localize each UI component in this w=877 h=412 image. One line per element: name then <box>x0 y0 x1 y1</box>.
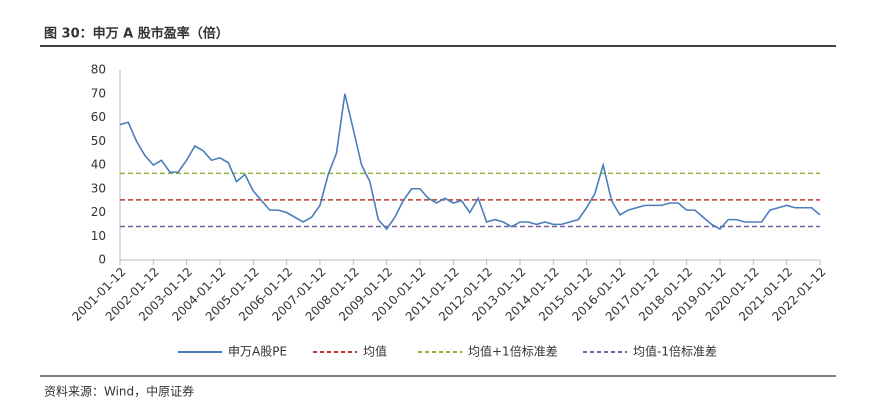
legend-label: 均值+1倍标准差 <box>468 344 558 359</box>
source: 资料来源：Wind，中原证券 <box>44 384 194 399</box>
legend-label: 均值 <box>363 344 387 359</box>
y-tick-label: 60 <box>91 110 106 124</box>
y-tick-label: 30 <box>91 181 106 195</box>
y-tick-label: 0 <box>98 253 106 267</box>
pe-line <box>119 93 821 231</box>
y-tick-label: 80 <box>91 63 106 77</box>
y-tick-label: 20 <box>91 205 106 219</box>
y-tick-label: 70 <box>91 86 106 100</box>
y-tick-label: 40 <box>91 158 106 172</box>
y-tick-label: 50 <box>91 134 106 148</box>
legend-label: 申万A股PE <box>228 345 287 359</box>
y-tick-label: 10 <box>91 229 106 243</box>
figure-title: 图 30：申万 A 股市盈率（倍） <box>44 26 229 42</box>
legend-label: 均值-1倍标准差 <box>633 344 717 359</box>
